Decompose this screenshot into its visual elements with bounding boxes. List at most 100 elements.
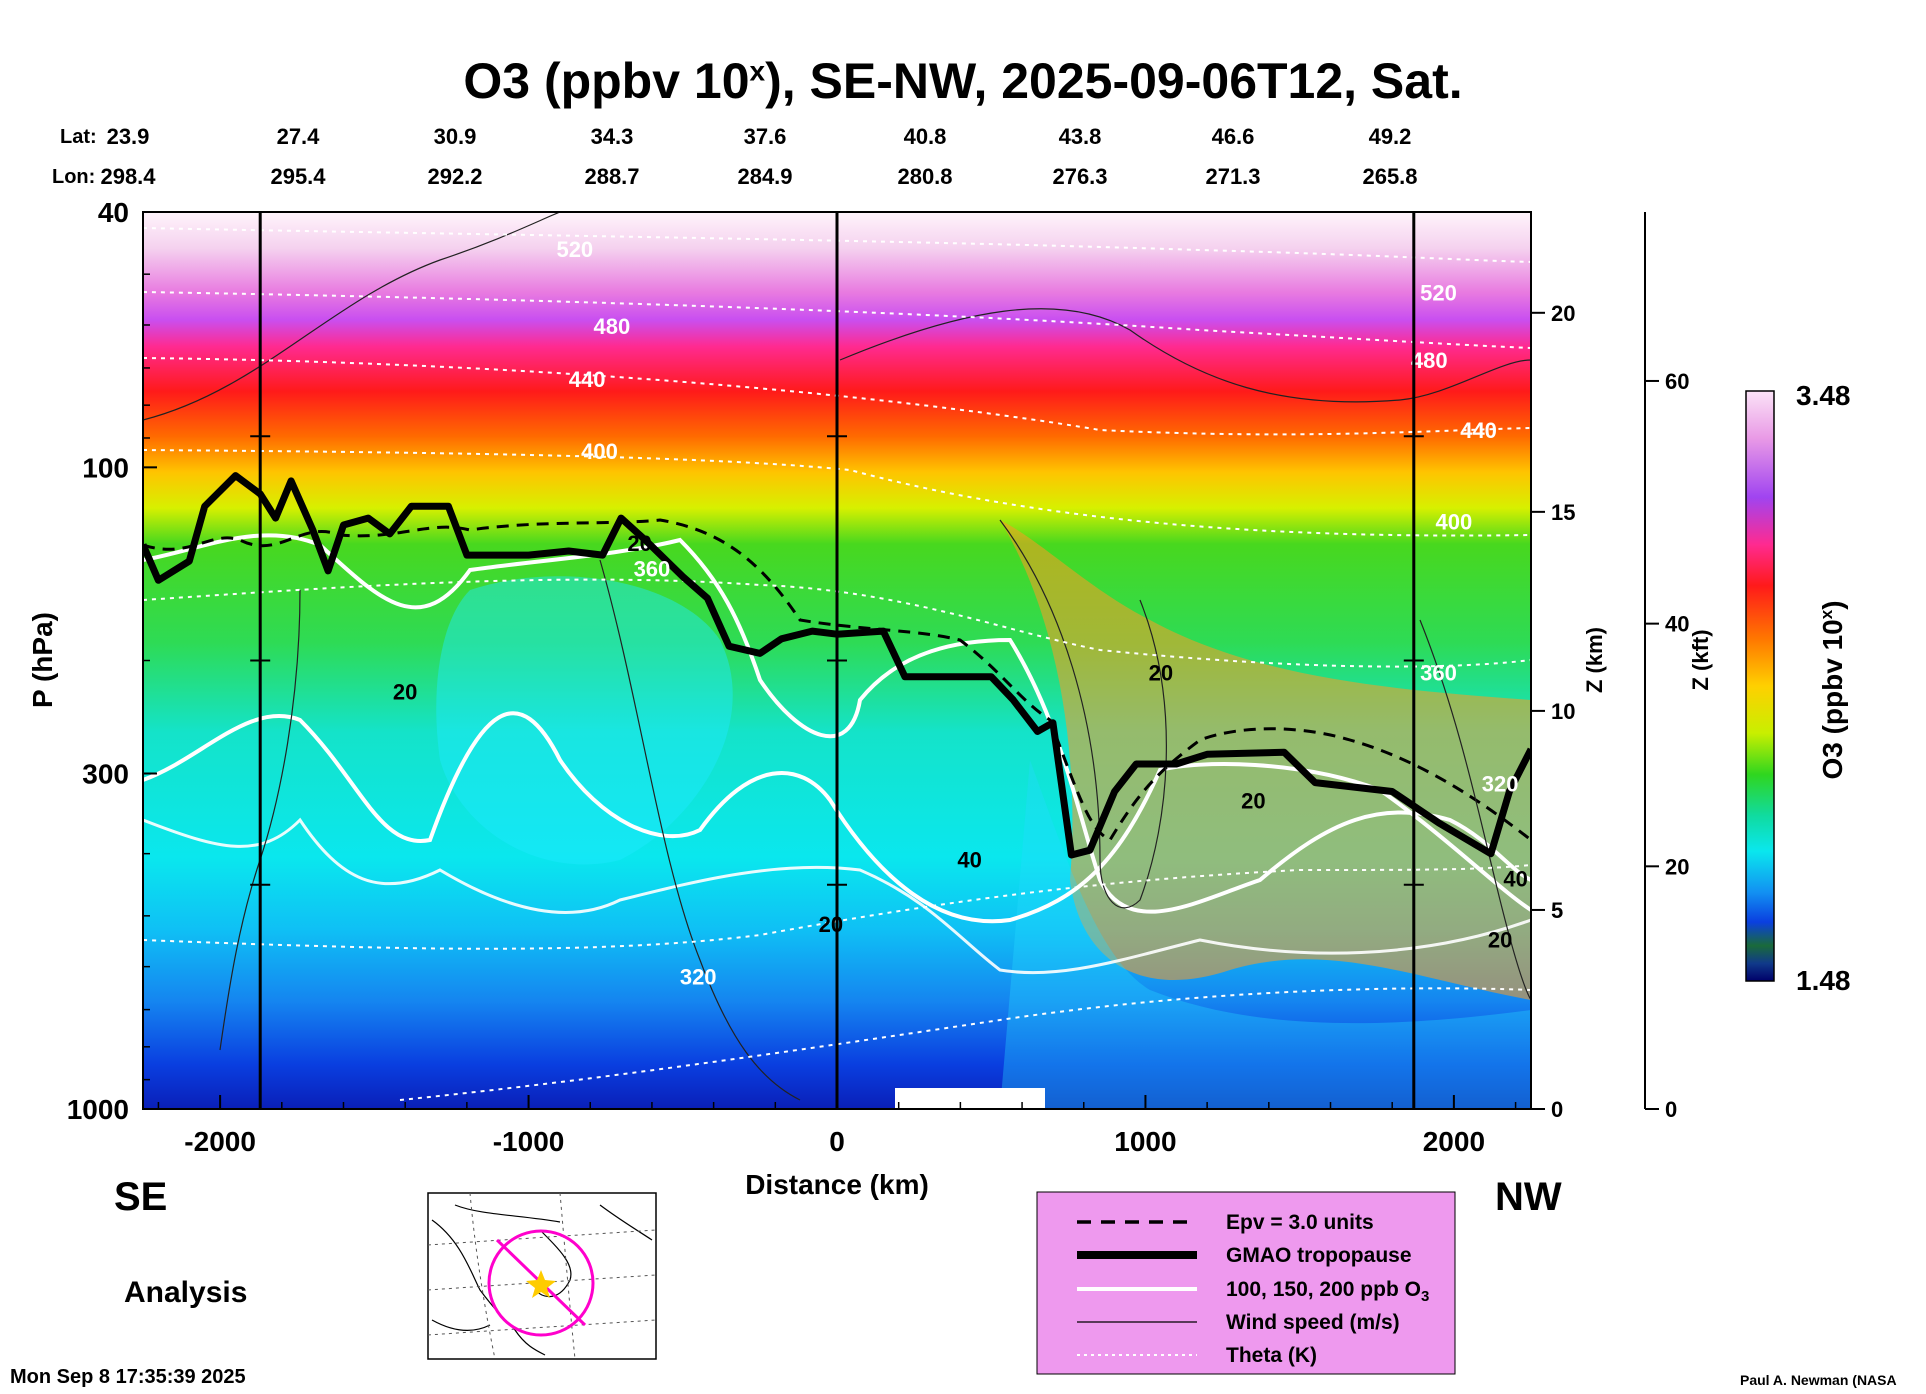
wind-contour-2 bbox=[839, 308, 1531, 403]
wind-label: 20 bbox=[627, 531, 651, 556]
se-label: SE bbox=[114, 1175, 168, 1219]
z-kft-axis: 0 20 40 60 bbox=[1644, 212, 1689, 1122]
timestamp: Mon Sep 8 17:35:39 2025 bbox=[10, 1366, 246, 1388]
contour-labels: 520 480 440 400 360 320 520 480 440 400 360 320 20 20… bbox=[393, 237, 1528, 990]
theta-label: 360 bbox=[634, 557, 671, 582]
theta-contour-320 bbox=[143, 864, 1531, 950]
z-kft-tick-label: 0 bbox=[1665, 1097, 1677, 1122]
analysis-label: Analysis bbox=[124, 1276, 248, 1309]
o3-contour-white-3 bbox=[143, 817, 1531, 975]
lon-value: 280.8 bbox=[897, 164, 952, 189]
wind-contour-5 bbox=[219, 589, 301, 1051]
wind-label: 20 bbox=[819, 912, 843, 937]
o3-contour-white-1 bbox=[143, 533, 1531, 914]
x-tick-label: 0 bbox=[829, 1126, 845, 1157]
lat-value: 23.9 bbox=[107, 124, 150, 149]
center-star-icon bbox=[526, 1270, 556, 1298]
lat-value: 30.9 bbox=[434, 124, 477, 149]
z-km-label: Z (km) bbox=[1582, 627, 1607, 693]
theta-label: 480 bbox=[593, 314, 630, 339]
colorbar-gradient bbox=[1745, 390, 1775, 982]
section-markers bbox=[250, 212, 1424, 1109]
lat-header-label: Lat: bbox=[60, 126, 97, 148]
colorbar-label: O3 (ppbv 10x) bbox=[1817, 600, 1848, 779]
theta-label: 320 bbox=[1482, 771, 1519, 796]
theta-label: 440 bbox=[569, 367, 606, 392]
wind-label: 40 bbox=[1503, 866, 1527, 891]
wind-contour-3 bbox=[999, 519, 1167, 909]
colorbar-min: 1.48 bbox=[1796, 965, 1851, 996]
lat-value: 34.3 bbox=[591, 124, 634, 149]
lon-value: 265.8 bbox=[1362, 164, 1417, 189]
x-tick-label: 1000 bbox=[1114, 1126, 1176, 1157]
x-tick-label: 2000 bbox=[1423, 1126, 1485, 1157]
colorbar: 3.48 1.48 O3 (ppbv 10x) bbox=[1745, 380, 1851, 996]
legend-label-tropopause: GMAO tropopause bbox=[1226, 1244, 1412, 1267]
z-km-tick-label: 5 bbox=[1551, 898, 1563, 923]
theta-label: 520 bbox=[556, 237, 593, 262]
wind-label: 40 bbox=[957, 847, 981, 872]
z-km-tick-label: 10 bbox=[1551, 699, 1575, 724]
z-km-tick-label: 15 bbox=[1551, 500, 1575, 525]
theta-contour-300 bbox=[399, 987, 1531, 1101]
wind-contour-6 bbox=[1419, 619, 1531, 1001]
z-kft-tick-label: 60 bbox=[1665, 369, 1689, 394]
x-axis-label: Distance (km) bbox=[745, 1169, 929, 1200]
legend-label-epv: Epv = 3.0 units bbox=[1226, 1211, 1374, 1234]
lon-header-label: Lon: bbox=[52, 166, 96, 188]
x-tick-label: -1000 bbox=[493, 1126, 565, 1157]
theta-contour-520 bbox=[143, 227, 1531, 263]
lon-value: 288.7 bbox=[584, 164, 639, 189]
locator-map bbox=[427, 1192, 657, 1360]
theta-label: 520 bbox=[1420, 281, 1457, 306]
wind-label: 20 bbox=[1241, 788, 1265, 813]
y-tick-label: 1000 bbox=[67, 1094, 129, 1125]
x-tick-label: -2000 bbox=[184, 1126, 256, 1157]
colorbar-max: 3.48 bbox=[1796, 380, 1851, 411]
theta-label: 320 bbox=[680, 965, 717, 990]
y-tick-label: 40 bbox=[98, 197, 129, 228]
theta-contour-400 bbox=[143, 449, 1531, 537]
nw-label: NW bbox=[1495, 1175, 1562, 1219]
y-tick-label: 300 bbox=[82, 758, 129, 789]
lon-value: 276.3 bbox=[1052, 164, 1107, 189]
z-kft-tick-label: 40 bbox=[1665, 612, 1689, 637]
lat-value: 37.6 bbox=[744, 124, 787, 149]
wind-contour-4 bbox=[599, 559, 801, 1101]
lat-value: 43.8 bbox=[1059, 124, 1102, 149]
section-circle bbox=[487, 1229, 595, 1337]
tropical-low-ozone bbox=[436, 576, 733, 865]
z-km-tick-label: 0 bbox=[1551, 1097, 1563, 1122]
credit: Paul A. Newman (NASA bbox=[1740, 1372, 1897, 1388]
x-axis: -2000 -1000 0 1000 2000 bbox=[157, 1095, 1517, 1157]
wind-label: 20 bbox=[1149, 661, 1173, 686]
lon-value: 271.3 bbox=[1205, 164, 1260, 189]
lat-value: 49.2 bbox=[1369, 124, 1412, 149]
lat-value: 46.6 bbox=[1212, 124, 1255, 149]
lon-value: 292.2 bbox=[427, 164, 482, 189]
tropopause-fold-shading bbox=[1000, 520, 1531, 1000]
legend-label-theta: Theta (K) bbox=[1226, 1344, 1317, 1367]
legend-label-wind: Wind speed (m/s) bbox=[1226, 1311, 1400, 1334]
theta-contour-360 bbox=[143, 578, 1531, 668]
legend-label-o3: 100, 150, 200 ppb O3 bbox=[1226, 1278, 1429, 1305]
tropopause-line bbox=[143, 472, 1531, 859]
wind-contour-1 bbox=[143, 212, 561, 421]
theta-contour-480 bbox=[143, 291, 1531, 349]
wind-label: 20 bbox=[393, 679, 417, 704]
lon-value: 298.4 bbox=[100, 164, 156, 189]
surface-mask bbox=[895, 1088, 1045, 1108]
o3-contour-white-2 bbox=[143, 711, 1531, 924]
midlat-low-ozone bbox=[1000, 760, 1531, 1109]
theta-label: 480 bbox=[1411, 348, 1448, 373]
lat-lon-header: 23.9 27.4 30.9 34.3 37.6 40.8 43.8 46.6 49.2 298.… bbox=[100, 124, 1417, 189]
z-km-tick-label: 20 bbox=[1551, 301, 1575, 326]
theta-label: 440 bbox=[1460, 418, 1497, 443]
lat-value: 40.8 bbox=[904, 124, 947, 149]
theta-label: 360 bbox=[1420, 661, 1457, 686]
wind-label: 20 bbox=[1488, 927, 1512, 952]
lon-value: 295.4 bbox=[270, 164, 326, 189]
chart-title: O3 (ppbv 10x), SE-NW, 2025-09-06T12, Sat… bbox=[463, 53, 1463, 109]
z-km-axis: 0 5 10 15 20 bbox=[1530, 212, 1575, 1122]
